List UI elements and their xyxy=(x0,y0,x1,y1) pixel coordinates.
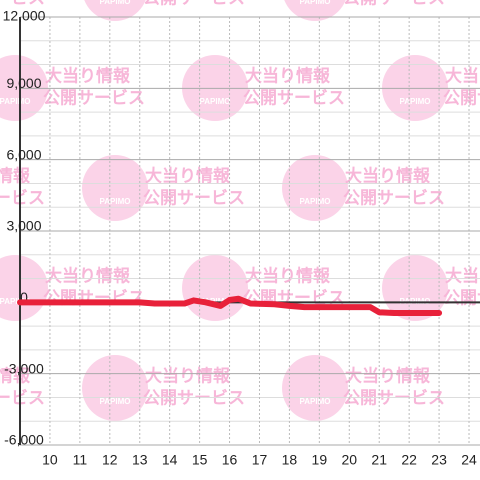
watermark-text: 大当り情報 xyxy=(245,65,331,85)
x-tick-label: 17 xyxy=(252,452,268,468)
watermark-text: 公開サービス xyxy=(243,88,345,107)
watermark-circle xyxy=(282,355,348,421)
watermark-text: 大当り情報 xyxy=(445,265,480,285)
watermark-text: 公開サービス xyxy=(0,188,45,207)
watermark-text: 大当り情報 xyxy=(345,365,431,385)
watermark-text: 公開サービス xyxy=(143,188,245,207)
watermark-text: 公開サービス xyxy=(143,0,245,7)
watermark-text: 公開サービス xyxy=(143,388,245,407)
watermark-text: 大当り情報 xyxy=(45,65,131,85)
watermark-text: 公開サービス xyxy=(443,288,480,307)
watermark-text: 公開サービス xyxy=(0,388,45,407)
watermark-text: 公開サービス xyxy=(43,88,145,107)
watermark-brand: PAPIMO xyxy=(100,397,131,406)
watermark-brand: PAPIMO xyxy=(0,97,30,106)
watermark-text: 大当り情報 xyxy=(45,265,131,285)
data-line xyxy=(17,295,443,317)
watermark-circle xyxy=(382,255,448,321)
watermark-brand: PAPIMO xyxy=(300,0,331,6)
x-tick-label: 19 xyxy=(312,452,328,468)
x-tick-label: 18 xyxy=(282,452,298,468)
y-tick-label: 0 xyxy=(20,289,28,305)
x-tick-label: 12 xyxy=(102,452,118,468)
x-tick-label: 22 xyxy=(401,452,417,468)
watermark-text: 公開サービス xyxy=(343,0,445,7)
x-tick-label: 10 xyxy=(42,452,58,468)
watermark-brand: PAPIMO xyxy=(300,397,331,406)
y-tick-label: 6,000 xyxy=(6,146,41,162)
watermark-text: 大当り情報 xyxy=(145,165,231,185)
watermark-brand: PAPIMO xyxy=(100,0,131,6)
watermark-circle xyxy=(82,355,148,421)
watermark-brand: PAPIMO xyxy=(100,197,131,206)
x-tick-label: 21 xyxy=(371,452,387,468)
watermark-circle xyxy=(284,0,346,21)
x-tick-label: 16 xyxy=(222,452,238,468)
watermark-circle xyxy=(0,255,48,321)
x-tick-label: 14 xyxy=(162,452,178,468)
watermark-circle xyxy=(82,155,148,221)
watermark-brand: PAPIMO xyxy=(0,297,30,306)
watermark-circle xyxy=(182,255,248,321)
watermark-text: 大当り情報 xyxy=(0,365,31,385)
x-tick-label: 20 xyxy=(341,452,357,468)
watermark-brand: PAPIMO xyxy=(400,97,431,106)
watermark-text: 大当り情報 xyxy=(245,265,331,285)
y-tick-label: 9,000 xyxy=(6,75,41,91)
x-tick-label: 13 xyxy=(132,452,148,468)
watermark-text: 公開サービス xyxy=(343,188,445,207)
watermark-text: 公開サービス xyxy=(0,0,45,7)
x-tick-label: 24 xyxy=(461,452,477,468)
watermark-text: 大当り情報 xyxy=(445,65,480,85)
x-tick-label: 23 xyxy=(431,452,447,468)
y-tick-label: 12,000 xyxy=(3,8,46,24)
watermark-text: 大当り情報 xyxy=(345,165,431,185)
watermark-circle xyxy=(282,155,348,221)
watermark-text: 公開サービス xyxy=(343,388,445,407)
y-tick-label: 3,000 xyxy=(6,218,41,234)
watermark-circle xyxy=(84,0,146,21)
y-tick-label: -6,000 xyxy=(4,432,44,448)
watermark-brand: PAPIMO xyxy=(300,197,331,206)
x-tick-label: 15 xyxy=(192,452,208,468)
watermark-text: 大当り情報 xyxy=(145,365,231,385)
watermark-text: 大当り情報 xyxy=(0,165,31,185)
y-tick-label: -3,000 xyxy=(4,360,44,376)
x-tick-label: 11 xyxy=(73,452,88,468)
watermark-text: 公開サービス xyxy=(443,88,480,107)
watermark-brand: PAPIMO xyxy=(200,97,231,106)
